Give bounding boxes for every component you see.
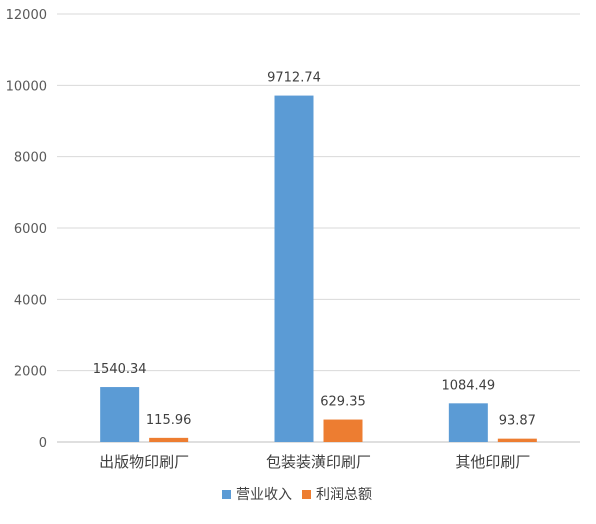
legend-item-revenue: 营业收入 bbox=[222, 487, 292, 503]
bar-revenue bbox=[448, 403, 488, 442]
data-label: 1540.34 bbox=[93, 362, 147, 377]
legend-item-profit: 利润总额 bbox=[302, 487, 372, 503]
legend-swatch bbox=[302, 490, 311, 499]
y-tick-label: 0 bbox=[39, 436, 47, 451]
data-labels: 1540.34 115.96 9712.74 629.35 1084.49 93.87 bbox=[93, 71, 536, 429]
y-axis-ticks: 0 2000 4000 6000 8000 10000 12000 bbox=[6, 8, 47, 451]
y-tick-label: 2000 bbox=[14, 365, 47, 380]
legend-swatch bbox=[222, 490, 231, 499]
bar-revenue bbox=[100, 387, 140, 442]
data-label: 115.96 bbox=[146, 413, 192, 428]
bar-profit bbox=[323, 419, 363, 442]
y-tick-label: 4000 bbox=[14, 293, 47, 308]
data-label: 1084.49 bbox=[441, 378, 495, 393]
bar-revenue bbox=[274, 95, 314, 442]
bar-profit bbox=[497, 438, 537, 442]
y-tick-label: 6000 bbox=[14, 222, 47, 237]
legend-label: 利润总额 bbox=[316, 487, 372, 503]
bar-profit bbox=[149, 437, 189, 442]
y-tick-label: 10000 bbox=[6, 79, 47, 94]
gridlines bbox=[57, 13, 580, 372]
data-label: 9712.74 bbox=[267, 71, 321, 86]
x-category-label: 其他印刷厂 bbox=[455, 453, 530, 471]
x-axis-categories: 出版物印刷厂 包装装潢印刷厂 其他印刷厂 bbox=[99, 453, 530, 471]
y-tick-label: 8000 bbox=[14, 151, 47, 166]
bars bbox=[100, 95, 537, 442]
data-label: 629.35 bbox=[320, 395, 366, 410]
x-category-label: 包装装潢印刷厂 bbox=[266, 453, 371, 471]
x-category-label: 出版物印刷厂 bbox=[99, 453, 189, 471]
legend-label: 营业收入 bbox=[236, 487, 292, 503]
y-tick-label: 12000 bbox=[6, 8, 47, 23]
legend: 营业收入 利润总额 bbox=[222, 487, 372, 503]
data-label: 93.87 bbox=[499, 414, 536, 429]
